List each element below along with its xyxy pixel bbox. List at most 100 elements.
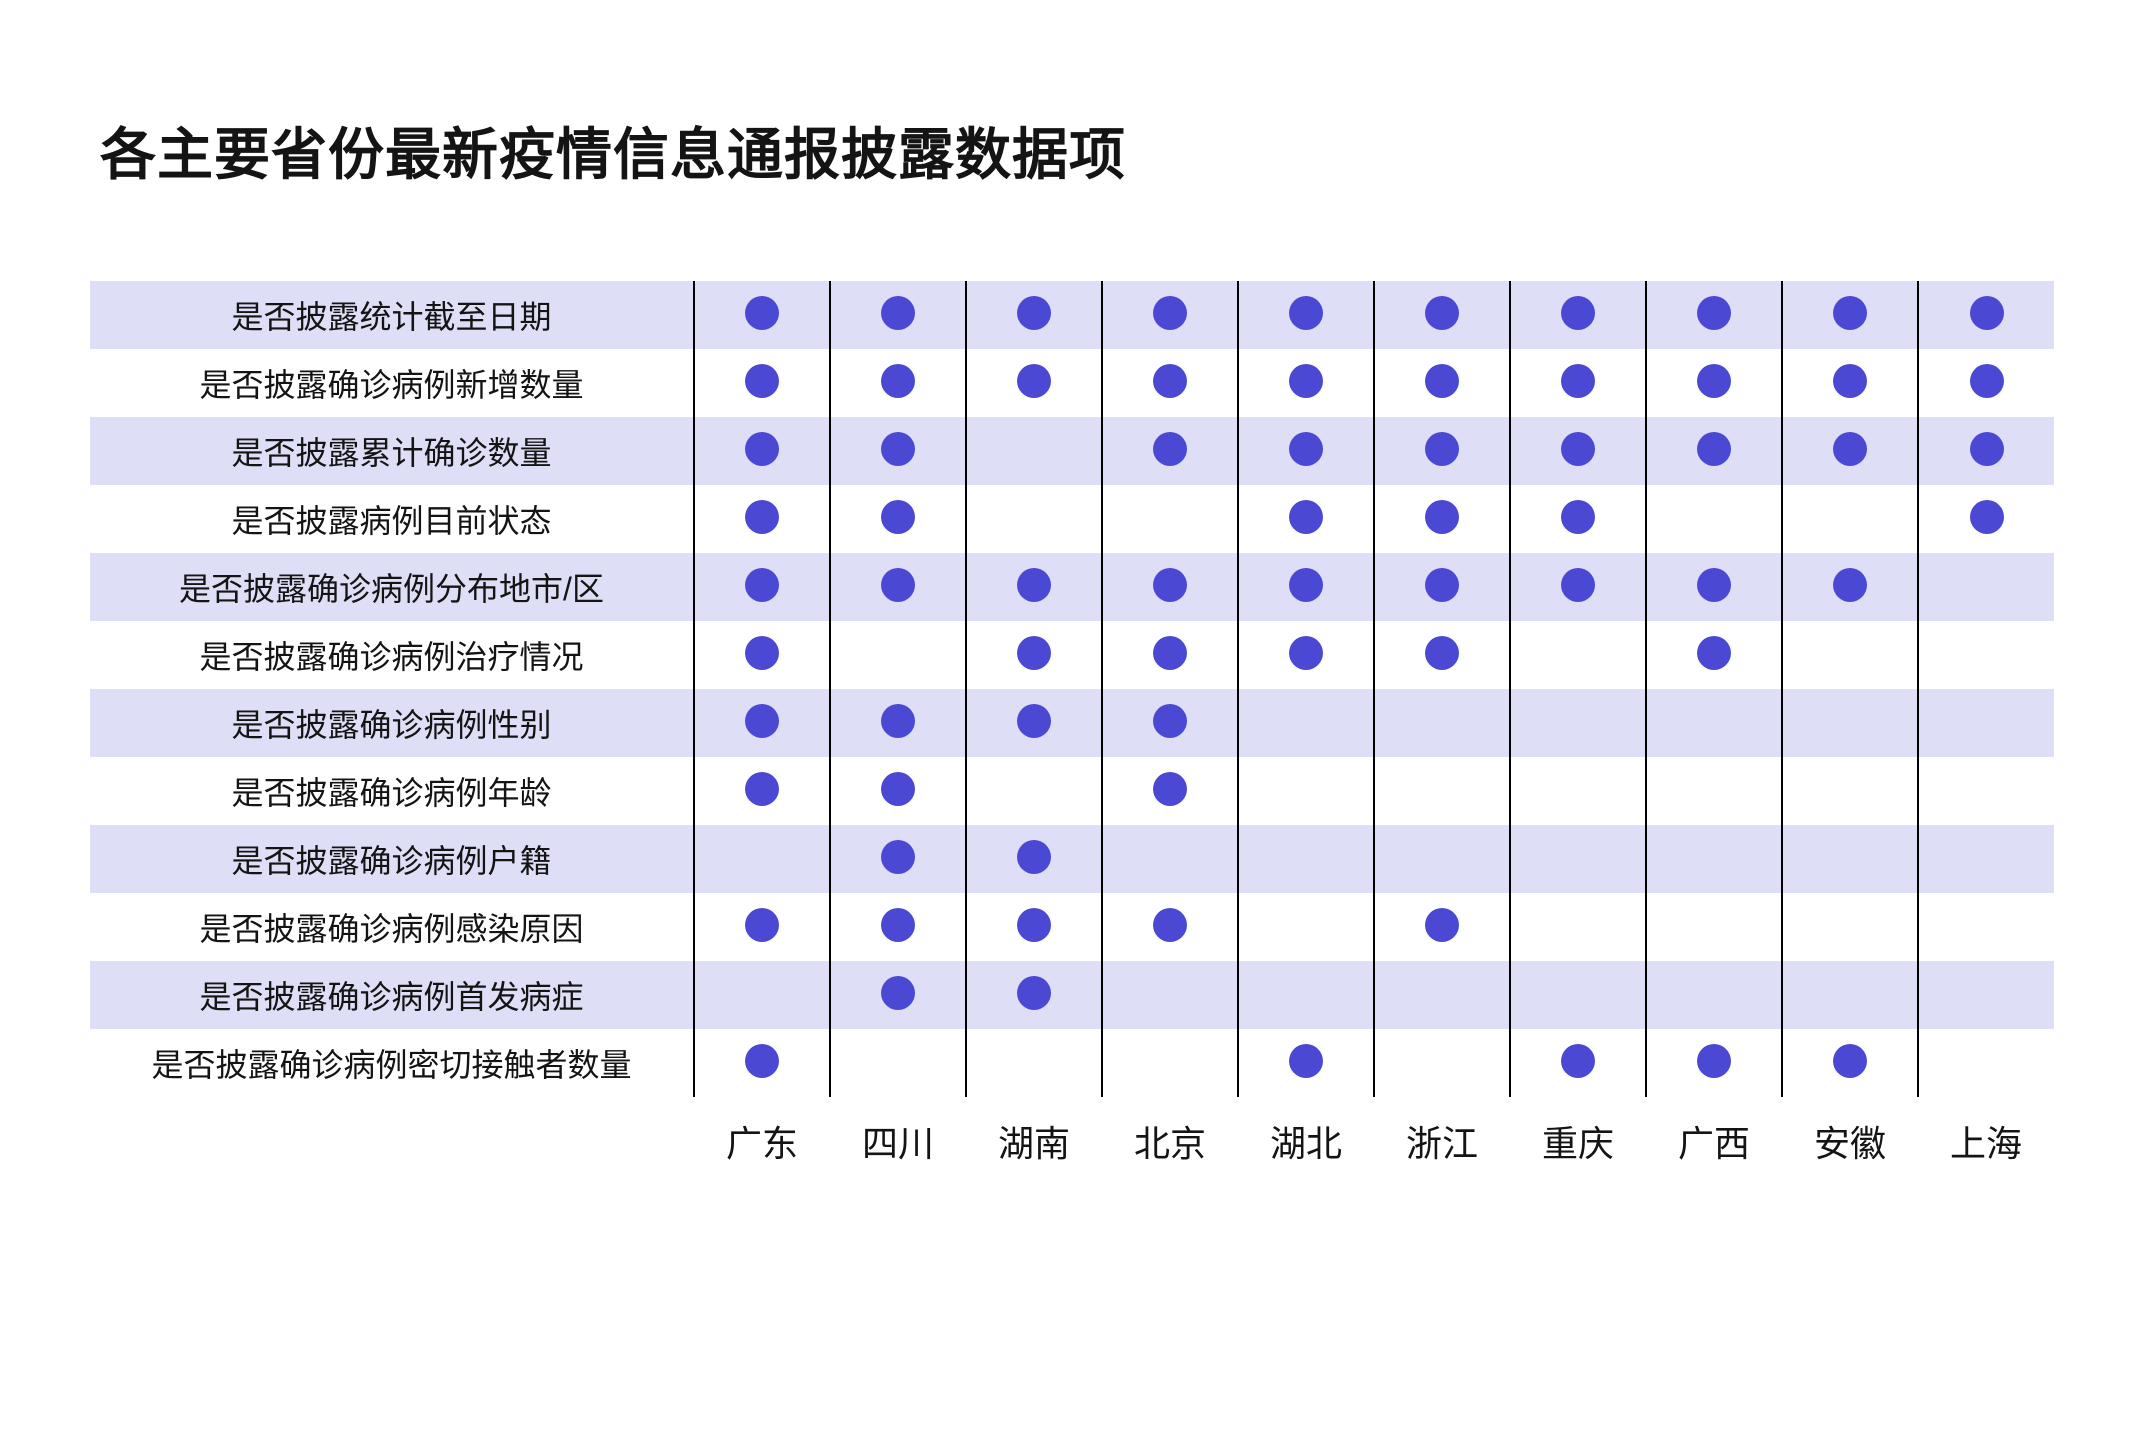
matrix-cell <box>966 281 1102 349</box>
matrix-cell <box>1102 893 1238 961</box>
matrix-cell <box>1510 825 1646 893</box>
matrix-cell <box>1238 485 1374 553</box>
matrix-cell <box>1918 893 2054 961</box>
matrix-cell <box>1646 485 1782 553</box>
dot-marker-icon <box>1425 432 1459 466</box>
matrix-cell <box>1238 825 1374 893</box>
matrix-cell <box>1782 281 1918 349</box>
column-header: 广西 <box>1646 1097 1782 1167</box>
matrix-cell <box>1646 961 1782 1029</box>
dot-marker-icon <box>1561 364 1595 398</box>
matrix-cell <box>966 485 1102 553</box>
table-row: 是否披露确诊病例户籍 <box>90 825 2054 893</box>
table-row: 是否披露确诊病例首发病症 <box>90 961 2054 1029</box>
matrix-cell <box>1102 281 1238 349</box>
row-label: 是否披露确诊病例年龄 <box>90 757 694 825</box>
dot-marker-icon <box>745 1044 779 1078</box>
dot-marker-icon <box>1289 568 1323 602</box>
row-label: 是否披露确诊病例性别 <box>90 689 694 757</box>
dot-marker-icon <box>1833 296 1867 330</box>
dot-marker-icon <box>1970 500 2004 534</box>
matrix-cell <box>1782 1029 1918 1097</box>
matrix-cell <box>1646 553 1782 621</box>
dot-marker-icon <box>1017 704 1051 738</box>
column-headers-row: 广东四川湖南北京湖北浙江重庆广西安徽上海 <box>90 1097 2054 1167</box>
dot-marker-icon <box>1697 568 1731 602</box>
dot-marker-icon <box>745 772 779 806</box>
dot-marker-icon <box>745 636 779 670</box>
matrix-cell <box>1374 621 1510 689</box>
matrix-cell <box>1782 825 1918 893</box>
dot-marker-icon <box>881 500 915 534</box>
matrix-cell <box>1374 1029 1510 1097</box>
matrix-cell <box>966 621 1102 689</box>
dot-marker-icon <box>1425 568 1459 602</box>
matrix-cell <box>1918 825 2054 893</box>
matrix-cell <box>1374 553 1510 621</box>
dot-marker-icon <box>1561 432 1595 466</box>
matrix-cell <box>1918 689 2054 757</box>
matrix-cell <box>1782 961 1918 1029</box>
matrix-cell <box>1374 689 1510 757</box>
dot-marker-icon <box>1289 500 1323 534</box>
matrix-cell <box>1102 825 1238 893</box>
dot-marker-icon <box>1017 364 1051 398</box>
matrix-cell <box>1238 349 1374 417</box>
matrix-cell <box>966 1029 1102 1097</box>
matrix-cell <box>1102 757 1238 825</box>
dot-marker-icon <box>1970 296 2004 330</box>
matrix-cell <box>1782 417 1918 485</box>
table-row: 是否披露确诊病例感染原因 <box>90 893 2054 961</box>
matrix-cell <box>1646 417 1782 485</box>
dot-marker-icon <box>1153 432 1187 466</box>
dot-marker-icon <box>1561 568 1595 602</box>
matrix-cell <box>1238 757 1374 825</box>
chart-title: 各主要省份最新疫情信息通报披露数据项 <box>100 110 2056 191</box>
table-row: 是否披露病例目前状态 <box>90 485 2054 553</box>
dot-marker-icon <box>1970 364 2004 398</box>
matrix-cell <box>1918 417 2054 485</box>
column-header: 广东 <box>694 1097 830 1167</box>
matrix-cell <box>830 621 966 689</box>
dot-marker-icon <box>881 364 915 398</box>
dot-marker-icon <box>1153 364 1187 398</box>
matrix-cell <box>1918 961 2054 1029</box>
dot-marker-icon <box>881 840 915 874</box>
matrix-cell <box>1374 349 1510 417</box>
row-label: 是否披露确诊病例感染原因 <box>90 893 694 961</box>
row-label: 是否披露病例目前状态 <box>90 485 694 553</box>
matrix-cell <box>966 553 1102 621</box>
dot-marker-icon <box>1017 296 1051 330</box>
matrix-cell <box>694 825 830 893</box>
matrix-cell <box>1374 417 1510 485</box>
dot-marker-icon <box>881 296 915 330</box>
matrix-cell <box>1646 621 1782 689</box>
dot-marker-icon <box>881 568 915 602</box>
matrix-cell <box>1102 689 1238 757</box>
column-header: 湖南 <box>966 1097 1102 1167</box>
matrix-cell <box>1918 757 2054 825</box>
dot-marker-icon <box>1289 1044 1323 1078</box>
matrix-cell <box>1782 893 1918 961</box>
matrix-cell <box>1510 621 1646 689</box>
matrix-cell <box>830 553 966 621</box>
matrix-cell <box>1510 757 1646 825</box>
matrix-cell <box>966 757 1102 825</box>
matrix-cell <box>1238 553 1374 621</box>
matrix-cell <box>1510 417 1646 485</box>
dot-marker-icon <box>1833 432 1867 466</box>
dot-marker-icon <box>745 500 779 534</box>
matrix-cell <box>1510 553 1646 621</box>
matrix-cell <box>1374 893 1510 961</box>
matrix-cell <box>830 349 966 417</box>
matrix-cell <box>830 417 966 485</box>
row-label: 是否披露确诊病例首发病症 <box>90 961 694 1029</box>
matrix-cell <box>1238 893 1374 961</box>
matrix-cell <box>1510 961 1646 1029</box>
matrix-cell <box>1102 1029 1238 1097</box>
matrix-cell <box>1782 553 1918 621</box>
dot-marker-icon <box>1425 908 1459 942</box>
column-header: 上海 <box>1918 1097 2054 1167</box>
matrix-cell <box>830 485 966 553</box>
matrix-cell <box>1782 485 1918 553</box>
